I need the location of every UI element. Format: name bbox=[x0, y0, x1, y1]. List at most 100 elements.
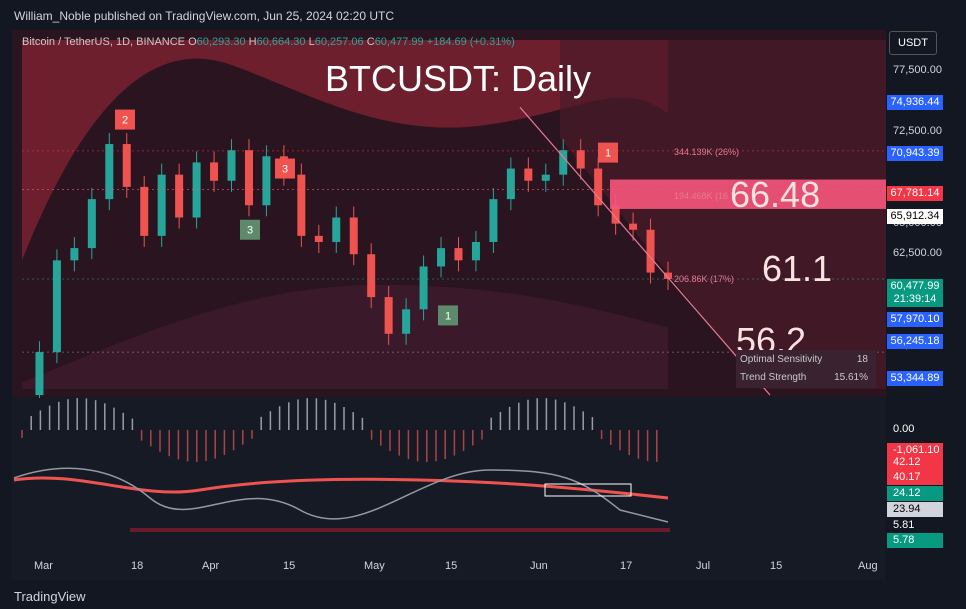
price-tag: 56,245.18 bbox=[887, 334, 943, 349]
signal-badge bbox=[438, 305, 458, 326]
candle-body bbox=[541, 174, 550, 181]
candle-body bbox=[506, 168, 515, 200]
top-bar: William_Noble published on TradingView.c… bbox=[0, 0, 966, 30]
info-label: Trend Strength bbox=[740, 372, 807, 383]
candle-body bbox=[35, 352, 44, 395]
indicator-tick-label: 24.12 bbox=[887, 486, 943, 501]
candle-body bbox=[262, 156, 271, 206]
currency-selector[interactable]: USDT bbox=[889, 31, 937, 55]
indicator-info-box: Optimal Sensitivity 18 Trend Strength 15… bbox=[736, 350, 876, 388]
candle-body bbox=[175, 174, 184, 218]
candle-body bbox=[559, 150, 568, 175]
time-tick-label: 15 bbox=[445, 560, 458, 572]
signal-badge bbox=[240, 219, 260, 240]
signal-number: 3 bbox=[247, 225, 253, 237]
time-tick-label: 15 bbox=[283, 560, 296, 572]
candle-body bbox=[210, 162, 219, 181]
signal-badge bbox=[115, 109, 135, 130]
info-label: Optimal Sensitivity bbox=[740, 354, 823, 365]
volume-label-3: 206.86K (17%) bbox=[674, 274, 735, 284]
open-label: O bbox=[188, 36, 197, 48]
candle-body bbox=[629, 223, 638, 230]
signal-line-red bbox=[13, 476, 669, 500]
info-value: 15.61% bbox=[834, 372, 868, 383]
time-tick-label: May bbox=[364, 560, 385, 572]
candle-body bbox=[419, 266, 428, 310]
volume-label-1: 344.139K (26%) bbox=[674, 147, 740, 157]
high-value: 60,664.30 bbox=[256, 36, 306, 48]
signal-number: 1 bbox=[445, 310, 451, 322]
candle-body bbox=[489, 199, 498, 242]
signal-badge bbox=[598, 142, 618, 163]
trend-zone bbox=[560, 40, 886, 389]
candle-body bbox=[437, 248, 446, 267]
time-tick-label: Jun bbox=[530, 560, 548, 572]
momentum-strip bbox=[130, 528, 670, 532]
lower-band bbox=[22, 284, 668, 389]
candle-body bbox=[611, 205, 620, 224]
change-value: +184.69 (+0.31%) bbox=[426, 36, 515, 48]
price-tag: 67,781.14 bbox=[887, 186, 943, 201]
annotation-61: 61.1 bbox=[762, 248, 833, 289]
symbol-name: Bitcoin / TetherUS, 1D, BINANCE bbox=[22, 36, 186, 48]
info-row-sensitivity: Optimal Sensitivity 18 bbox=[740, 352, 872, 368]
time-tick-label: 18 bbox=[131, 560, 144, 572]
trend-line bbox=[519, 106, 771, 396]
price-tag: 57,970.10 bbox=[887, 312, 943, 327]
price-tag: 65,912.34 bbox=[887, 209, 943, 224]
candle-body bbox=[192, 162, 201, 218]
signal-badge bbox=[275, 158, 295, 179]
indicator-tick-label: 23.94 bbox=[887, 502, 943, 517]
tradingview-logo: TradingView bbox=[14, 589, 86, 604]
ohlc-line: Bitcoin / TetherUS, 1D, BINANCE O60,293.… bbox=[22, 36, 515, 48]
candle-body bbox=[454, 248, 463, 261]
candle-body bbox=[105, 144, 114, 200]
price-tag: 70,943.39 bbox=[887, 146, 943, 161]
candle-body bbox=[332, 217, 341, 242]
indicator-pane-bg bbox=[12, 398, 886, 580]
signal-number: 2 bbox=[122, 115, 128, 127]
volume-label-2: 194.468K (16 bbox=[674, 191, 729, 201]
candle-body bbox=[384, 297, 393, 334]
close-label: C bbox=[366, 36, 375, 48]
candle-body bbox=[297, 174, 306, 236]
footer: TradingView bbox=[0, 585, 966, 609]
price-tick-label: 72,500.00 bbox=[893, 124, 942, 137]
candle-body bbox=[157, 174, 166, 236]
candle-body bbox=[524, 168, 533, 181]
low-value: 60,257.06 bbox=[314, 36, 364, 48]
close-value: 60,477.99 bbox=[374, 36, 424, 48]
candle-body bbox=[87, 199, 96, 249]
price-tag: 21:39:14 bbox=[887, 292, 943, 307]
price-tick-label: 62,500.00 bbox=[893, 247, 942, 260]
price-tag: 53,344.89 bbox=[887, 371, 943, 386]
indicator-tick-label: 40.17 bbox=[887, 470, 943, 485]
candle-body bbox=[70, 248, 79, 261]
time-tick-label: Jul bbox=[696, 560, 711, 572]
price-tag: 74,936.44 bbox=[887, 95, 943, 110]
candle-body bbox=[244, 150, 253, 206]
signal-number: 1 bbox=[605, 148, 611, 160]
time-tick-label: 17 bbox=[620, 560, 633, 572]
indicator-tick-label: -1,061.10 bbox=[887, 443, 943, 458]
publisher-text: William_Noble published on TradingView.c… bbox=[14, 9, 394, 23]
indicator-tick-label: 42.12 bbox=[887, 455, 943, 470]
resistance-zone bbox=[610, 179, 886, 209]
indicator-tick-label: 5.78 bbox=[887, 533, 943, 548]
candle-body bbox=[664, 272, 672, 279]
indicator-tick-label: 0.00 bbox=[893, 423, 915, 435]
signal-number: 3 bbox=[282, 164, 288, 176]
highlight-box bbox=[544, 483, 632, 497]
oscillator-line bbox=[13, 467, 669, 523]
candle-body bbox=[594, 168, 603, 206]
low-label: L bbox=[308, 36, 315, 48]
candle-body bbox=[140, 186, 149, 236]
candle-body bbox=[646, 229, 655, 273]
indicator-tick-label: 5.81 bbox=[893, 519, 915, 531]
info-row-trend: Trend Strength 15.61% bbox=[740, 370, 872, 386]
candle-body bbox=[52, 260, 61, 353]
price-tick-label: 77,500.00 bbox=[893, 63, 942, 76]
time-tick-label: 15 bbox=[770, 560, 783, 572]
candle-body bbox=[314, 235, 323, 242]
